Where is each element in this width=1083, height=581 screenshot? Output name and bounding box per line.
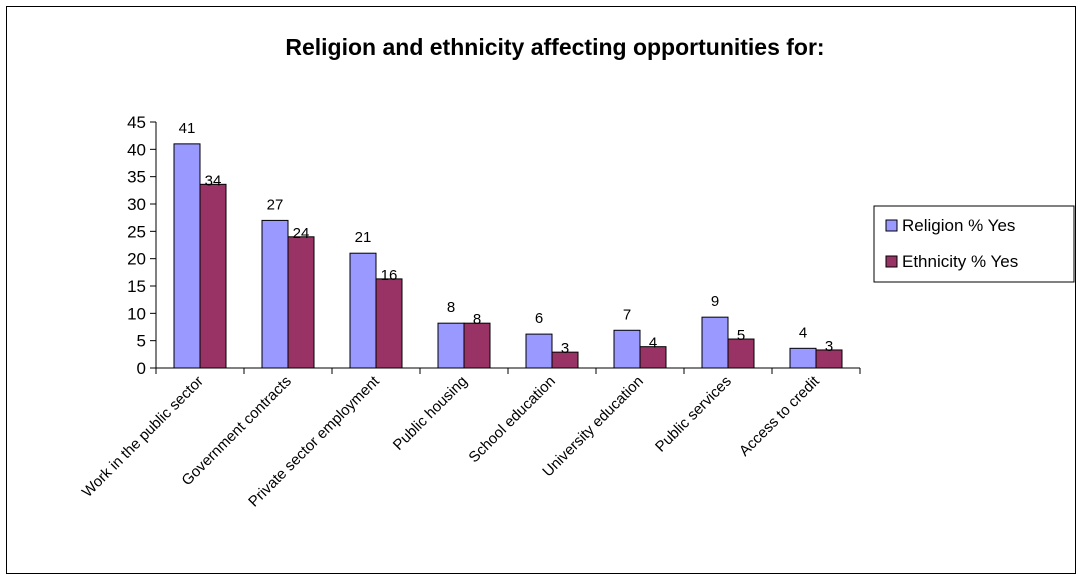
data-label-religion: 27 (267, 196, 284, 213)
data-label-religion: 8 (447, 299, 455, 316)
legend-swatch-religion (885, 219, 898, 232)
bar-religion (701, 316, 729, 369)
data-label-ethnicity: 34 (205, 172, 222, 189)
data-label-religion: 7 (623, 306, 631, 323)
data-label-ethnicity: 3 (825, 338, 833, 355)
bar-ethnicity (815, 349, 843, 369)
y-tick-label: 35 (127, 168, 146, 187)
legend-box (873, 205, 1075, 283)
bar-chart: Religion and ethnicity affecting opportu… (79, 34, 1075, 510)
y-tick-label: 10 (127, 304, 146, 323)
bar-religion (349, 252, 377, 369)
y-tick-label: 5 (137, 332, 146, 351)
bar-ethnicity (639, 346, 667, 369)
bar-ethnicity (463, 322, 491, 369)
data-label-ethnicity: 4 (649, 335, 657, 352)
data-label-religion: 41 (179, 120, 196, 137)
bar-ethnicity (287, 236, 315, 369)
legend: Religion % Yes Ethnicity % Yes (873, 205, 1075, 283)
legend-label-ethnicity: Ethnicity % Yes (902, 252, 1018, 271)
bar-religion (613, 329, 641, 369)
bar-ethnicity (727, 338, 755, 369)
category-label: Public services (652, 373, 735, 456)
y-tick-label: 15 (127, 277, 146, 296)
data-labels: 41 34 27 24 21 16 8 8 6 3 7 4 9 5 4 3 (179, 120, 834, 357)
data-label-religion: 6 (535, 310, 543, 327)
y-tick-label: 45 (127, 113, 146, 132)
chart-frame: Religion and ethnicity affecting opportu… (6, 6, 1076, 574)
data-label-ethnicity: 5 (737, 327, 745, 344)
y-tick-label: 25 (127, 222, 146, 241)
bar-ethnicity (375, 278, 403, 369)
y-tick-label: 20 (127, 250, 146, 269)
y-tick-label: 30 (127, 195, 146, 214)
bar-religion (789, 347, 817, 369)
bar-religion (525, 333, 553, 369)
data-label-ethnicity: 24 (293, 225, 310, 242)
data-label-ethnicity: 8 (473, 311, 481, 328)
data-label-ethnicity: 3 (561, 340, 569, 357)
bars (173, 143, 843, 369)
chart-title: Religion and ethnicity affecting opportu… (285, 34, 824, 60)
data-label-religion: 9 (711, 293, 719, 310)
category-label: Public housing (390, 373, 471, 454)
bar-ethnicity (551, 351, 579, 369)
legend-label-religion: Religion % Yes (902, 216, 1015, 235)
legend-swatch-ethnicity (885, 255, 898, 268)
data-label-religion: 21 (355, 229, 372, 246)
bar-religion (437, 322, 465, 369)
bar-religion (261, 219, 289, 369)
y-tick-label: 40 (127, 140, 146, 159)
data-label-ethnicity: 16 (381, 267, 398, 284)
category-label: University education (539, 373, 647, 481)
category-label: Access to credit (736, 372, 823, 459)
bar-ethnicity (199, 183, 227, 369)
data-label-religion: 4 (799, 324, 807, 341)
category-label: School education (465, 373, 558, 466)
y-tick-label: 0 (137, 359, 146, 378)
bar-religion (173, 143, 201, 369)
